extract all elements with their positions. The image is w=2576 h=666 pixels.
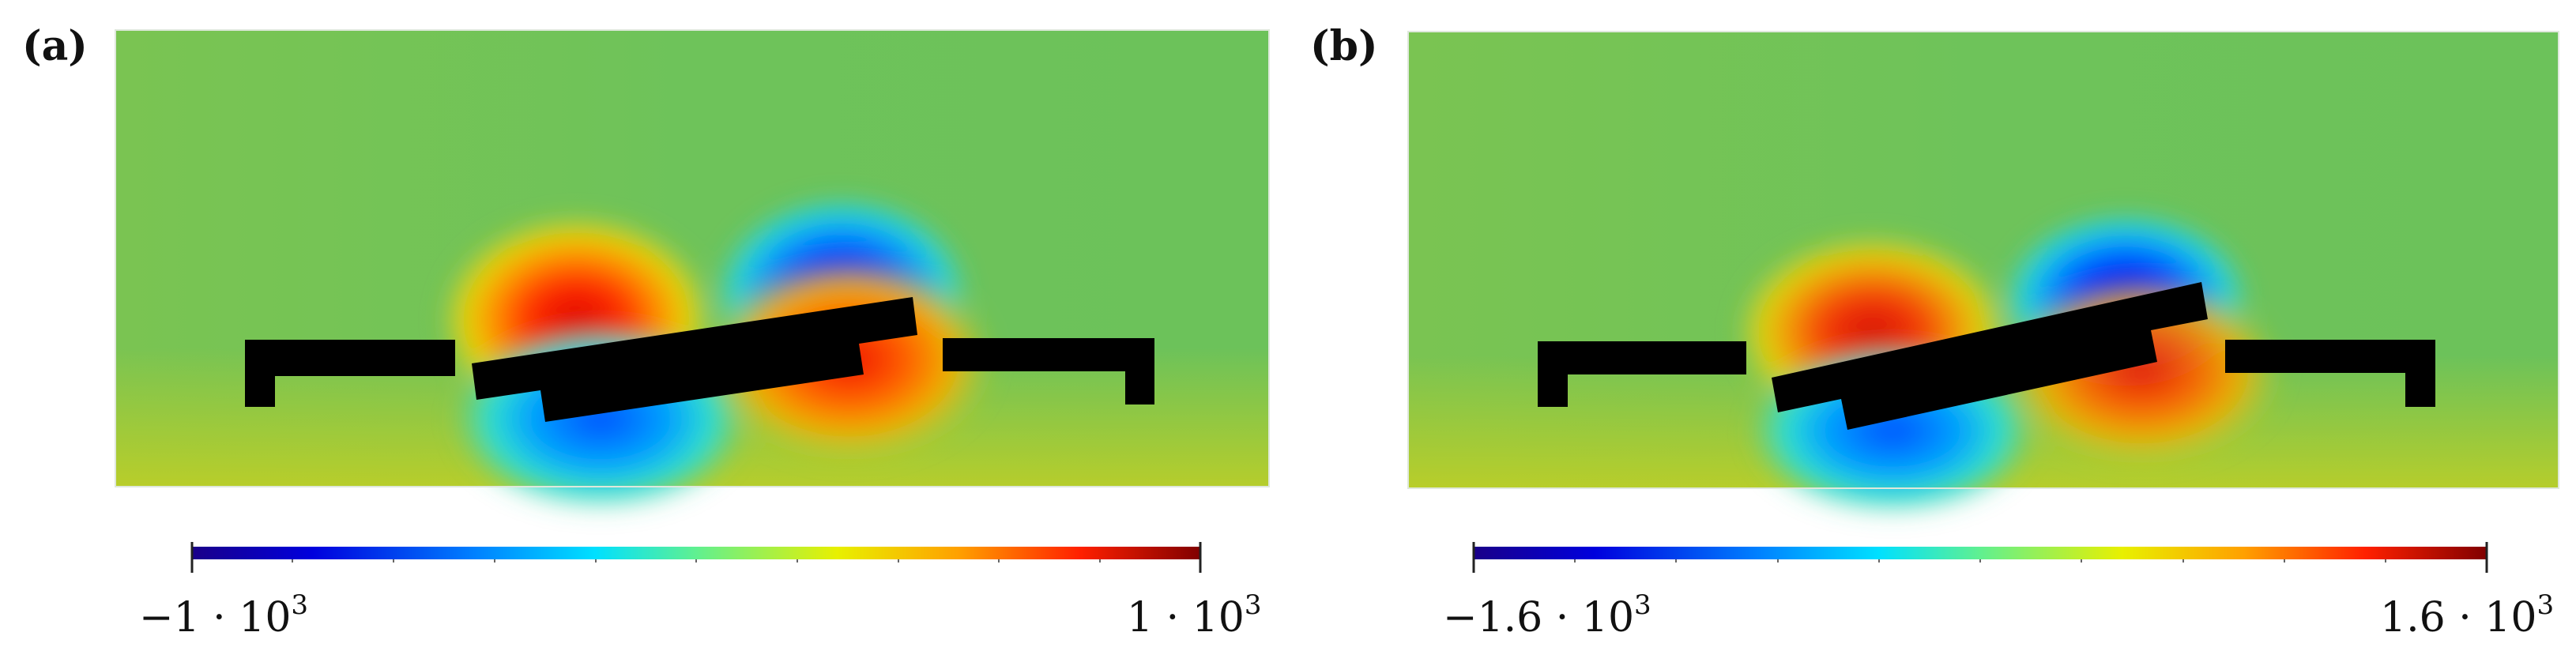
panel-a: (a) −1 · 103 1 · 103: [22, 22, 1270, 642]
colorbar-min-label: −1 · 103: [139, 589, 309, 642]
left-bracket: [245, 340, 455, 407]
left-bracket: [1538, 341, 1746, 407]
pressure-field: [1407, 31, 2559, 517]
right-bracket: [2225, 340, 2435, 407]
panel-label: (b): [1310, 22, 1378, 70]
colorbar: [190, 542, 1202, 573]
pressure-field: [115, 29, 1270, 514]
panel-label: (a): [22, 22, 88, 70]
colorbar: [1472, 542, 2488, 573]
colorbar-min-label: −1.6 · 103: [1443, 589, 1651, 642]
rotating-plate: [1772, 282, 2208, 430]
rotating-plate: [472, 297, 917, 422]
right-bracket: [943, 338, 1154, 404]
panel-b: (b) −1.6 · 103 1.6 · 103: [1288, 0, 2576, 666]
colorbar-max-label: 1 · 103: [1127, 589, 1262, 642]
colorbar-max-label: 1.6 · 103: [2380, 589, 2555, 642]
